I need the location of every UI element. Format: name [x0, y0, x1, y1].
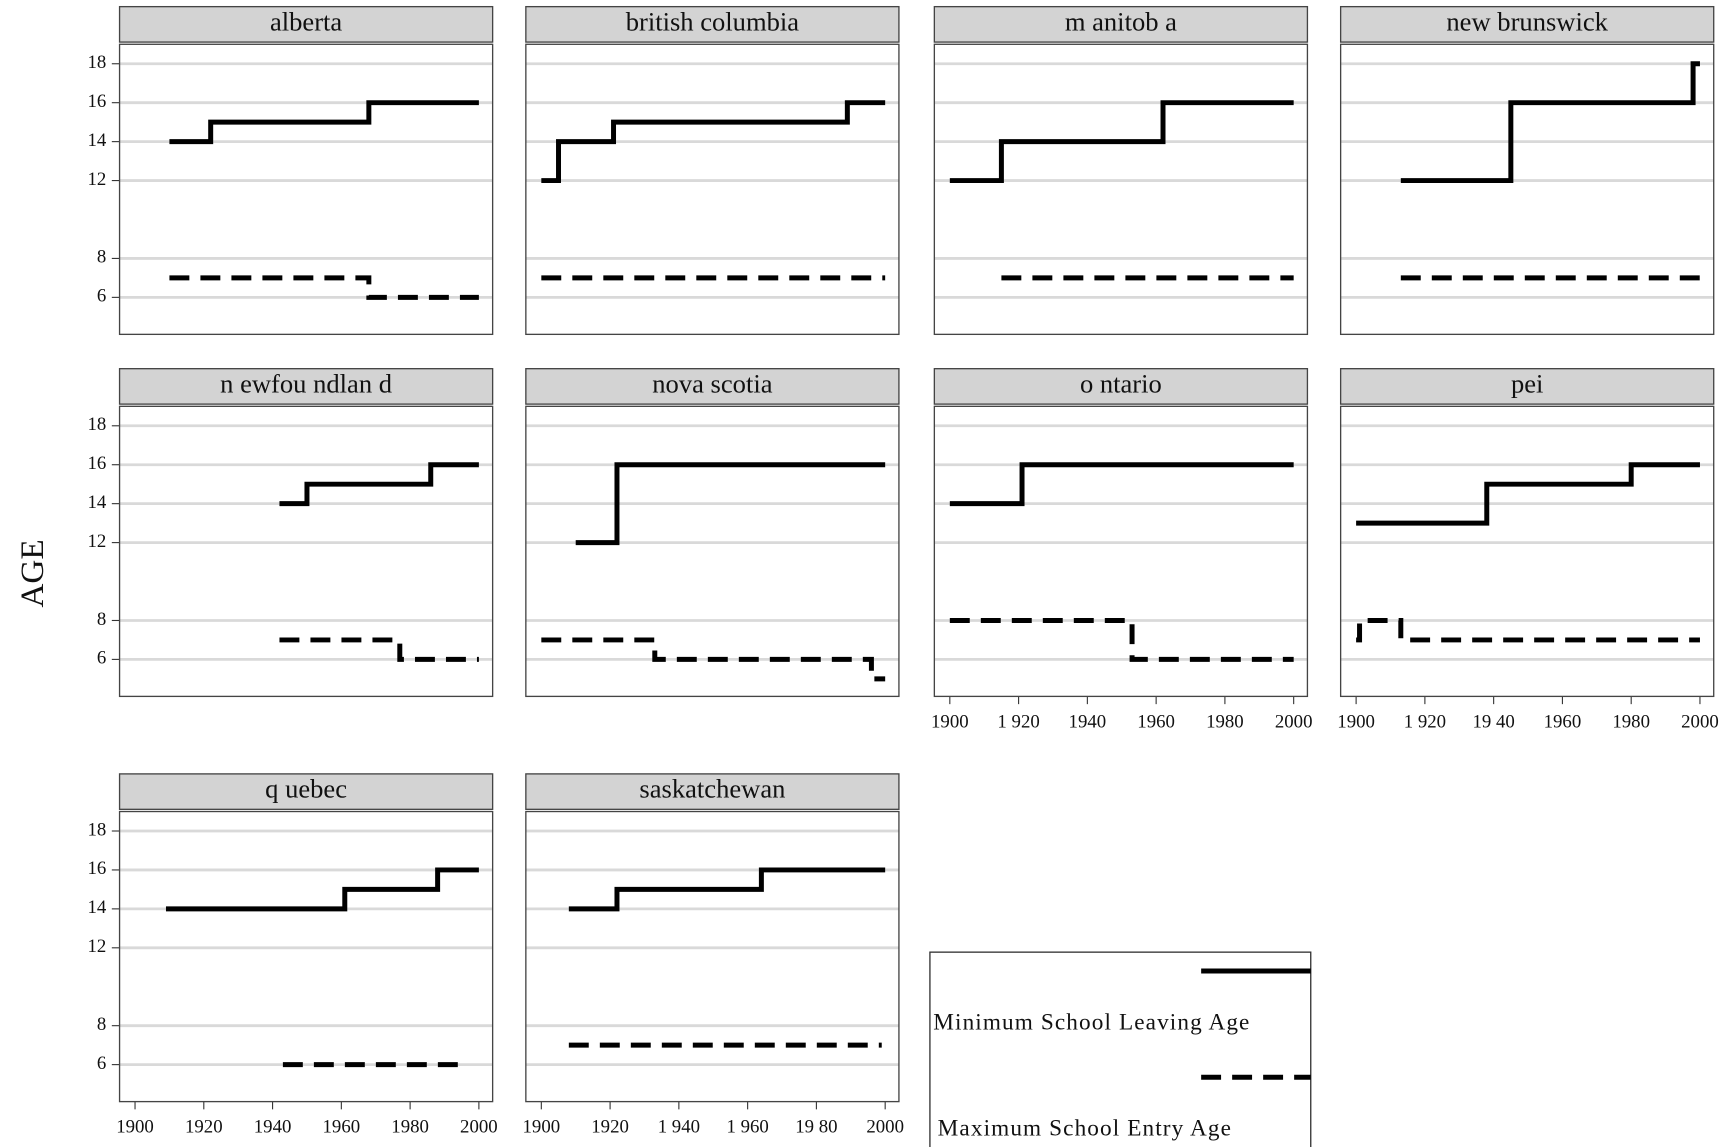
- panel-frame: [525, 405, 900, 698]
- x-tick-label: 1960: [323, 1116, 361, 1137]
- panel-title: nova scotia: [652, 368, 772, 398]
- panel-title: m anitob a: [1065, 6, 1177, 36]
- x-tick-label: 1940: [254, 1116, 292, 1137]
- y-tick-label: 12: [87, 169, 106, 190]
- y-axis-label: AGE: [14, 539, 51, 607]
- panel-frame: [118, 405, 494, 698]
- panel-strip: [933, 368, 1309, 405]
- series-line: [541, 637, 886, 682]
- x-tick-label: 1960: [1137, 711, 1175, 732]
- x-tick-label: 2000: [1275, 711, 1313, 732]
- x-tick-label: 1940: [1069, 711, 1107, 732]
- y-tick-label: 16: [87, 91, 106, 112]
- panel-frame: [118, 810, 494, 1103]
- x-tick-label: 1 920: [1404, 711, 1446, 732]
- y-tick-label: 16: [87, 858, 106, 879]
- panel-frame: [118, 43, 494, 336]
- series-line: [949, 100, 1294, 184]
- panel-strip: [525, 368, 900, 405]
- y-tick-label: 12: [87, 531, 106, 552]
- panel-title: saskatchewan: [639, 774, 785, 804]
- x-tick-label: 1960: [1544, 711, 1582, 732]
- panel-frame: [525, 810, 900, 1103]
- panel-strip: [1339, 368, 1715, 405]
- x-tick-label: 1900: [523, 1116, 561, 1137]
- series-line: [279, 462, 479, 507]
- x-tick-label: 19 40: [1472, 711, 1514, 732]
- x-tick-label: 1 940: [658, 1116, 700, 1137]
- y-tick-label: 14: [87, 492, 106, 513]
- panel-frame: [1339, 405, 1715, 698]
- y-tick-label: 18: [87, 52, 106, 73]
- panel-strip: [118, 368, 494, 405]
- panel-strip: [118, 773, 494, 810]
- x-tick-label: 1900: [931, 711, 969, 732]
- x-tick-label: 1980: [1206, 711, 1244, 732]
- y-tick-label: 18: [87, 819, 106, 840]
- x-tick-label: 19 80: [795, 1116, 837, 1137]
- panel-strip: [933, 5, 1309, 43]
- series-line: [169, 100, 479, 145]
- x-tick-label: 1920: [185, 1116, 223, 1137]
- series-line: [575, 462, 886, 546]
- x-tick-label: 2000: [1681, 711, 1719, 732]
- panel-strip: [1339, 5, 1715, 43]
- x-tick-label: 2000: [460, 1116, 498, 1137]
- y-tick-label: 8: [97, 247, 106, 268]
- x-tick-label: 1900: [1337, 711, 1375, 732]
- x-tick-label: 1980: [391, 1116, 429, 1137]
- panel-frame: [1339, 43, 1715, 336]
- x-tick-label: 1 960: [726, 1116, 768, 1137]
- y-tick-label: 16: [87, 453, 106, 474]
- panel-title: british columbia: [626, 6, 800, 36]
- y-tick-label: 6: [97, 648, 106, 669]
- series-line: [169, 275, 479, 300]
- panel-title: q uebec: [265, 774, 347, 804]
- series-line: [949, 462, 1294, 507]
- series-line: [1356, 462, 1700, 526]
- x-tick-label: 2000: [866, 1116, 904, 1137]
- panel-title: pei: [1511, 368, 1543, 398]
- series-line: [568, 867, 886, 912]
- legend-label: Maximum School Entry Age: [938, 1116, 1232, 1142]
- panel-strip: [525, 5, 900, 43]
- y-tick-label: 14: [87, 897, 106, 918]
- panel-strip: [525, 773, 900, 810]
- panel-frame: [933, 43, 1309, 336]
- panel-frame: [933, 405, 1309, 698]
- y-tick-label: 12: [87, 936, 106, 957]
- y-tick-label: 6: [97, 286, 106, 307]
- panel-frame: [525, 43, 900, 336]
- panel-title: alberta: [270, 6, 342, 36]
- y-tick-label: 8: [97, 609, 106, 630]
- panel-title: o ntario: [1080, 368, 1162, 398]
- legend-box: [929, 951, 1312, 1147]
- x-tick-label: 1900: [116, 1116, 154, 1137]
- y-tick-label: 18: [87, 414, 106, 435]
- y-tick-label: 14: [87, 130, 106, 151]
- series-line: [949, 617, 1294, 662]
- panel-strip: [118, 5, 494, 43]
- series-line: [165, 867, 479, 912]
- y-tick-label: 8: [97, 1014, 106, 1035]
- series-line: [1356, 617, 1700, 643]
- series-line: [279, 637, 479, 662]
- y-tick-label: 6: [97, 1053, 106, 1074]
- panel-title: new brunswick: [1446, 6, 1608, 36]
- series-line: [541, 100, 886, 184]
- series-line: [1400, 61, 1700, 184]
- x-tick-label: 1920: [591, 1116, 629, 1137]
- legend-label: Minimum School Leaving Age: [933, 1009, 1250, 1035]
- x-tick-label: 1980: [1612, 711, 1650, 732]
- x-tick-label: 1 920: [997, 711, 1039, 732]
- panel-title: n ewfou ndlan d: [220, 368, 392, 398]
